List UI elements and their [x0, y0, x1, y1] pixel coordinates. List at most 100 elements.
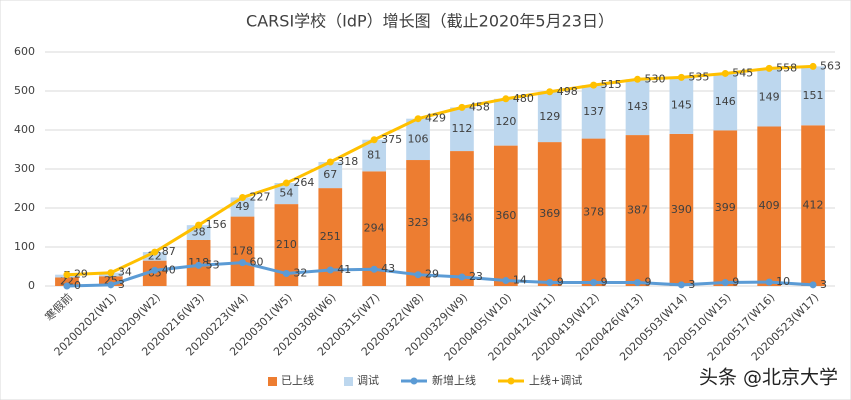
data-label: 318: [337, 155, 358, 168]
y-tick-label: 500: [14, 84, 35, 97]
data-label: 251: [320, 230, 341, 243]
y-tick-label: 600: [14, 45, 35, 58]
data-label: 67: [323, 168, 337, 181]
data-label: 137: [583, 105, 604, 118]
data-label: 49: [236, 200, 250, 213]
bar: [230, 216, 255, 286]
point: [370, 265, 378, 273]
legend-swatch: [344, 377, 353, 386]
data-label: 515: [601, 78, 622, 91]
bar: [318, 188, 343, 286]
point: [414, 271, 422, 279]
data-label: 3: [688, 278, 695, 291]
data-label: 112: [451, 122, 472, 135]
point: [326, 158, 334, 166]
legend-label: 调试: [357, 374, 379, 387]
data-label: 360: [495, 209, 516, 222]
point: [63, 282, 71, 290]
point: [63, 271, 71, 279]
data-label: 146: [715, 95, 736, 108]
data-label: 378: [583, 205, 604, 218]
bar: [450, 107, 474, 152]
data-label: 210: [276, 238, 297, 251]
bar: [537, 91, 562, 143]
data-label: 458: [469, 100, 490, 113]
data-label: 145: [671, 99, 692, 112]
data-label: 563: [820, 59, 841, 72]
data-label: 120: [495, 115, 516, 128]
legend-swatch: [507, 377, 515, 385]
data-label: 369: [539, 207, 560, 220]
bar: [406, 118, 430, 161]
data-label: 106: [408, 132, 429, 145]
data-label: 387: [627, 204, 648, 217]
point: [282, 179, 290, 187]
data-label: 227: [250, 190, 271, 203]
data-label: 54: [279, 187, 293, 200]
bar: [142, 252, 167, 261]
y-tick-label: 400: [14, 123, 35, 136]
point: [195, 261, 203, 269]
data-label: 29: [74, 268, 88, 281]
data-label: 34: [118, 266, 132, 279]
bar: [581, 85, 606, 139]
data-label: 3: [118, 278, 125, 291]
bar: [625, 79, 650, 136]
data-label: 60: [250, 256, 264, 269]
data-label: 323: [408, 216, 429, 229]
point: [414, 115, 422, 123]
bar: [713, 130, 738, 286]
data-label: 0: [74, 279, 81, 292]
bar: [406, 160, 430, 286]
data-label: 87: [162, 245, 176, 258]
legend-label: 新增上线: [432, 373, 476, 387]
data-label: 264: [293, 176, 314, 189]
data-label: 9: [557, 275, 564, 288]
data-label: 81: [367, 149, 381, 162]
point: [721, 278, 729, 286]
point: [634, 75, 641, 83]
bar: [98, 276, 123, 286]
data-label: 178: [232, 244, 253, 257]
bar: [801, 66, 825, 126]
bar: [274, 204, 299, 286]
bar: [669, 77, 694, 134]
bar: [450, 151, 474, 286]
data-label: 480: [513, 92, 534, 105]
data-label: 530: [645, 72, 666, 85]
point: [546, 278, 554, 286]
data-label: 558: [776, 61, 797, 74]
y-tick-label: 200: [14, 201, 35, 214]
data-label: 129: [539, 110, 560, 123]
data-label: 156: [206, 218, 227, 231]
point: [809, 62, 817, 70]
data-label: 40: [162, 263, 176, 276]
point: [809, 281, 817, 289]
point: [677, 281, 685, 289]
point: [458, 273, 466, 281]
point: [195, 221, 203, 229]
data-label: 535: [688, 70, 709, 83]
data-label: 29: [425, 268, 439, 281]
data-label: 9: [645, 275, 652, 288]
data-label: 53: [206, 258, 220, 271]
y-tick-label: 100: [14, 240, 35, 253]
bar: [625, 135, 650, 286]
point: [151, 248, 159, 256]
data-label: 294: [364, 222, 385, 235]
point: [765, 278, 773, 286]
data-label: 412: [803, 199, 824, 212]
point: [677, 73, 685, 81]
bar: [581, 138, 606, 286]
point: [107, 281, 115, 289]
data-label: 399: [715, 201, 736, 214]
bar: [669, 133, 694, 286]
data-label: 429: [425, 112, 446, 125]
point: [502, 95, 510, 103]
data-label: 14: [513, 274, 527, 287]
data-label: 375: [381, 133, 402, 146]
point: [590, 278, 598, 286]
point: [282, 270, 290, 278]
data-label: 43: [381, 262, 395, 275]
